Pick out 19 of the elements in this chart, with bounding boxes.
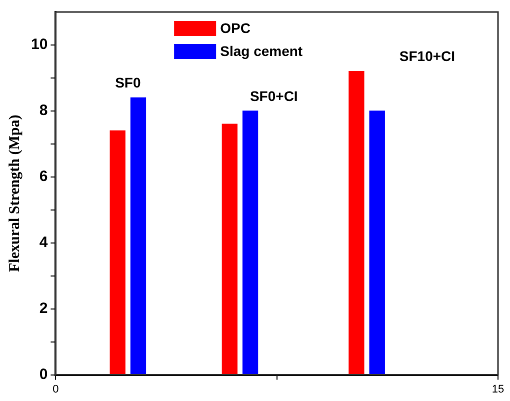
- y-tick-label: 4: [39, 234, 48, 252]
- legend-label: OPC: [220, 20, 250, 36]
- bar: [242, 110, 258, 375]
- y-tick-label: 6: [39, 168, 48, 186]
- y-tick-label: 8: [39, 102, 48, 120]
- y-axis-title: Flexural Strength (Mpa): [6, 114, 23, 272]
- legend-label: Slag cement: [220, 42, 303, 59]
- annotation: SF0+CI: [250, 88, 298, 104]
- bar: [369, 110, 385, 375]
- annotation: SF10+CI: [399, 48, 456, 64]
- bar: [348, 71, 364, 375]
- annotation: SF0: [115, 74, 141, 91]
- y-tick-label: 2: [39, 300, 48, 317]
- x-tick-label: 15: [492, 383, 504, 396]
- bar: [222, 124, 238, 375]
- bar: [130, 97, 146, 375]
- y-tick-label: 10: [30, 36, 48, 54]
- y-tick-label: 0: [39, 366, 48, 383]
- bar: [110, 130, 126, 375]
